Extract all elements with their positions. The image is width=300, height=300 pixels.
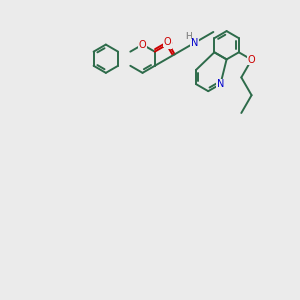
Text: N: N [217,79,224,89]
Text: N: N [191,38,198,48]
Text: O: O [164,39,172,49]
Text: O: O [164,37,171,46]
Text: O: O [164,39,172,49]
Text: N: N [217,79,224,89]
Text: N: N [191,38,198,48]
Text: H: H [185,32,191,41]
Text: O: O [164,37,171,46]
Text: O: O [139,40,146,50]
Text: O: O [248,55,255,65]
Text: O: O [248,55,255,65]
Text: H: H [185,32,191,41]
Text: O: O [139,40,146,50]
